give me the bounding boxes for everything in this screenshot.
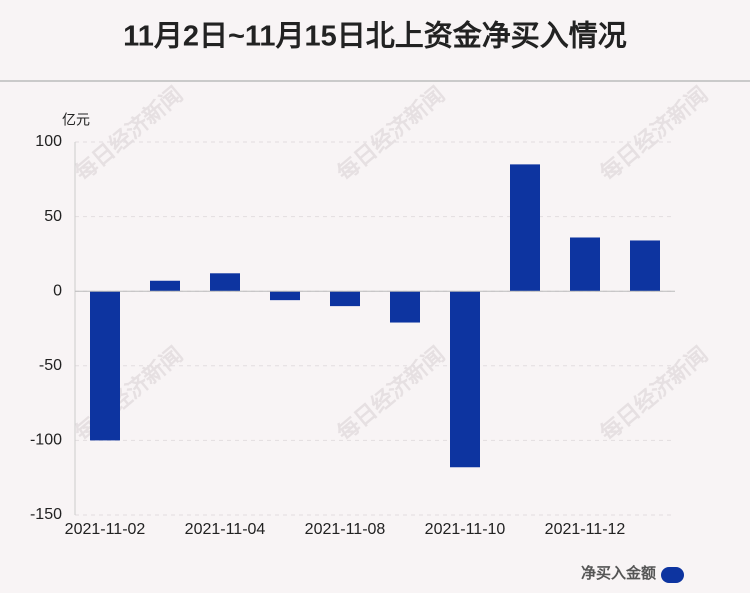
x-tick-label: 2021-11-04 — [185, 521, 266, 538]
bar — [390, 291, 420, 323]
y-unit: 亿元 — [62, 112, 90, 128]
x-tick-label: 2021-11-10 — [425, 521, 506, 538]
y-tick-label: 50 — [44, 208, 62, 225]
bar — [570, 237, 600, 292]
y-tick-label: -100 — [30, 432, 62, 449]
y-tick-label: 100 — [35, 133, 62, 150]
bar — [90, 291, 120, 441]
bar — [450, 291, 480, 468]
bar — [630, 240, 660, 292]
bar — [330, 291, 360, 307]
legend-label: 净买入金额 — [581, 564, 656, 582]
x-tick-label: 2021-11-08 — [305, 521, 386, 538]
x-tick-label: 2021-11-12 — [545, 521, 626, 538]
y-tick-label: 0 — [53, 282, 62, 299]
bar — [510, 164, 540, 292]
x-tick-label: 2021-11-02 — [65, 521, 146, 538]
bar — [210, 273, 240, 292]
y-tick-label: -150 — [30, 506, 62, 523]
chart-title: 11月2日~11月15日北上资金净买入情况 — [123, 19, 627, 53]
bar — [150, 280, 180, 292]
legend-swatch — [661, 567, 684, 583]
bar — [270, 291, 300, 301]
y-tick-label: -50 — [39, 357, 62, 374]
